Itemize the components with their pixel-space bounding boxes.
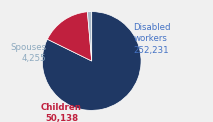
Text: Spouses
4,255: Spouses 4,255 (10, 43, 46, 63)
Wedge shape (47, 12, 92, 61)
Wedge shape (87, 12, 92, 61)
Text: Disabled
workers
252,231: Disabled workers 252,231 (134, 23, 171, 55)
Wedge shape (42, 12, 141, 110)
Text: Children
50,138: Children 50,138 (41, 103, 82, 122)
